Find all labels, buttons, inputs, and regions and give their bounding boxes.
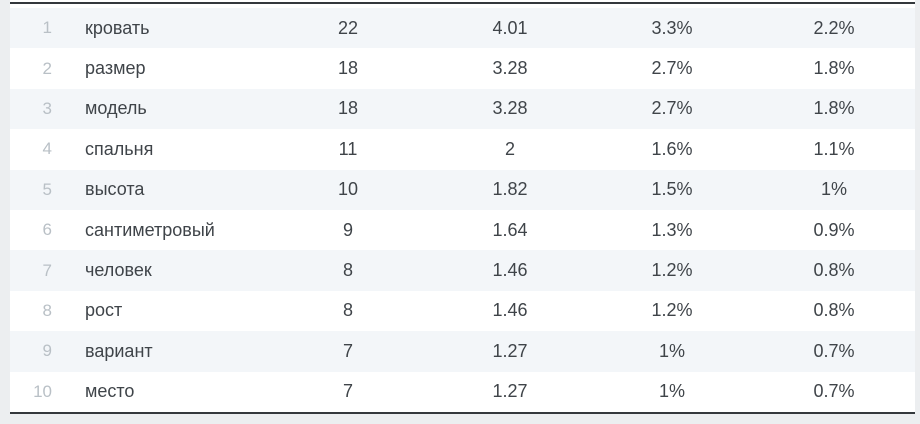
pct2-cell: 0.7% — [813, 340, 855, 361]
density-cell: 2 — [504, 138, 515, 159]
density-cell: 1.27 — [492, 381, 528, 402]
count-cell: 8 — [342, 300, 353, 321]
word-cell: размер — [85, 58, 146, 79]
pct2-cell: 2.2% — [813, 17, 855, 38]
word-cell: место — [85, 381, 135, 402]
density-cell: 1.27 — [492, 340, 528, 361]
table-bottom-rule — [10, 411, 915, 414]
count-cell: 8 — [342, 260, 353, 281]
pct1-cell: 1.2% — [651, 260, 693, 281]
rank-cell: 1 — [42, 18, 52, 38]
word-frequency-table: 1 кровать 22 4.01 3.3% 2.2% 2 размер 18 … — [10, 0, 915, 414]
rank-cell: 7 — [42, 260, 52, 280]
table-body: 1 кровать 22 4.01 3.3% 2.2% 2 размер 18 … — [10, 8, 915, 412]
count-cell: 10 — [337, 179, 359, 200]
pct2-cell: 1.8% — [813, 98, 855, 119]
word-cell: рост — [85, 300, 123, 321]
count-cell: 9 — [342, 219, 353, 240]
pct1-cell: 1.3% — [651, 219, 693, 240]
pct2-cell: 1.8% — [813, 58, 855, 79]
density-cell: 3.28 — [492, 98, 528, 119]
word-cell: вариант — [85, 340, 153, 361]
table-row: 7 человек 8 1.46 1.2% 0.8% — [10, 250, 915, 291]
rank-cell: 4 — [42, 139, 52, 159]
table-row: 10 место 7 1.27 1% 0.7% — [10, 371, 915, 412]
word-cell: сантиметровый — [85, 219, 215, 240]
rank-cell: 10 — [33, 381, 52, 401]
count-cell: 7 — [342, 381, 353, 402]
density-cell: 3.28 — [492, 58, 528, 79]
pct1-cell: 3.3% — [651, 17, 693, 38]
table-head-gap — [10, 4, 915, 8]
word-cell: модель — [85, 98, 147, 119]
count-cell: 7 — [342, 340, 353, 361]
table-top-rule — [10, 2, 915, 4]
pct2-cell: 0.8% — [813, 260, 855, 281]
word-cell: высота — [85, 179, 145, 200]
table-row: 3 модель 18 3.28 2.7% 1.8% — [10, 88, 915, 130]
table-row: 4 спальня 11 2 1.6% 1.1% — [10, 129, 915, 170]
rank-cell: 6 — [42, 220, 52, 240]
pct2-cell: 1.1% — [813, 138, 855, 159]
density-cell: 4.01 — [492, 17, 528, 38]
word-cell: человек — [85, 260, 152, 281]
word-cell: спальня — [85, 138, 154, 159]
pct1-cell: 1.5% — [651, 179, 693, 200]
table-row: 9 вариант 7 1.27 1% 0.7% — [10, 331, 915, 372]
rank-cell: 8 — [42, 300, 52, 320]
rank-cell: 2 — [42, 58, 52, 78]
pct1-cell: 1.6% — [651, 138, 693, 159]
rank-cell: 3 — [42, 98, 52, 118]
table-row: 8 рост 8 1.46 1.2% 0.8% — [10, 290, 915, 332]
table-row: 2 размер 18 3.28 2.7% 1.8% — [10, 48, 915, 89]
density-cell: 1.64 — [492, 219, 528, 240]
table-row: 1 кровать 22 4.01 3.3% 2.2% — [10, 8, 915, 49]
pct2-cell: 0.9% — [813, 219, 855, 240]
pct1-cell: 1.2% — [651, 300, 693, 321]
pct1-cell: 1% — [658, 381, 685, 402]
pct2-cell: 0.7% — [813, 381, 855, 402]
density-cell: 1.46 — [492, 300, 528, 321]
pct2-cell: 1% — [820, 179, 847, 200]
rank-cell: 5 — [42, 179, 52, 199]
pct1-cell: 2.7% — [651, 58, 693, 79]
density-cell: 1.46 — [492, 260, 528, 281]
pct1-cell: 1% — [658, 340, 685, 361]
count-cell: 18 — [337, 98, 359, 119]
table-row: 6 сантиметровый 9 1.64 1.3% 0.9% — [10, 209, 915, 251]
density-cell: 1.82 — [492, 179, 528, 200]
pct2-cell: 0.8% — [813, 300, 855, 321]
pct1-cell: 2.7% — [651, 98, 693, 119]
count-cell: 22 — [337, 17, 359, 38]
count-cell: 18 — [337, 58, 359, 79]
table-row: 5 высота 10 1.82 1.5% 1% — [10, 169, 915, 210]
count-cell: 11 — [338, 138, 358, 159]
rank-cell: 9 — [42, 341, 52, 361]
word-cell: кровать — [85, 17, 150, 38]
